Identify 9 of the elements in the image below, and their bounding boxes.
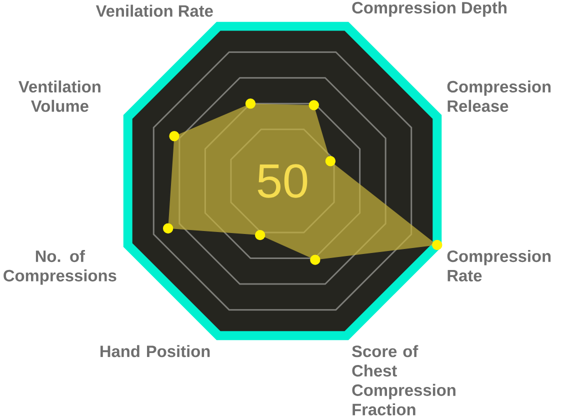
spoke-label: Ventilation Volume	[18, 80, 100, 112]
spoke-label: Score of Chest Compression Fraction	[352, 345, 456, 416]
text: 50	[258, 164, 308, 198]
spoke-label: Hand Position	[100, 345, 210, 358]
spoke-label: Compression Release	[447, 80, 551, 112]
spoke-label: Compression Depth	[352, 2, 506, 17]
spoke-label: Venilation Rate	[96, 4, 213, 17]
spoke-label: Compression Rate	[447, 250, 551, 282]
spoke-label: No. of Compressions	[4, 250, 116, 285]
